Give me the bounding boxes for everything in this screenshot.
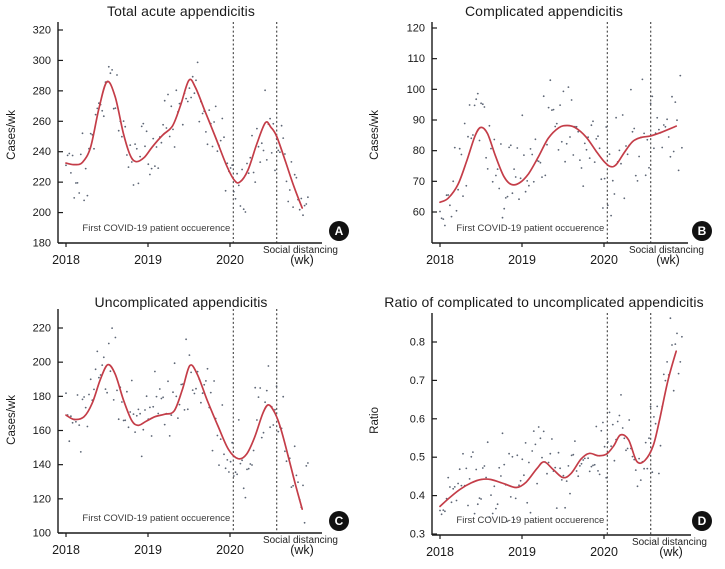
panel-a-title: Total acute appendicitis bbox=[107, 3, 255, 19]
x-tick-label: 2018 bbox=[426, 545, 454, 559]
y-tick-label: 60 bbox=[413, 207, 425, 219]
scatter-points bbox=[65, 327, 309, 524]
scatter-points bbox=[65, 61, 309, 217]
y-tick-label: 140 bbox=[33, 459, 51, 471]
x-tick-label: 2020 bbox=[216, 543, 244, 557]
x-tick-label: 2018 bbox=[426, 253, 454, 267]
panel-c-title: Uncomplicated appendicitis bbox=[94, 294, 268, 310]
x-tick-label: 2020 bbox=[216, 253, 244, 267]
annotation-social-distancing: Social distancing bbox=[632, 537, 707, 548]
y-tick-label: 180 bbox=[33, 238, 51, 250]
x-tick-label: 2019 bbox=[134, 543, 162, 557]
x-axis-unit-label: (wk) bbox=[290, 253, 314, 267]
y-tick-label: 110 bbox=[407, 53, 425, 65]
panel-badge-letter: B bbox=[698, 224, 707, 238]
panel-d-title: Ratio of complicated to uncomplicated ap… bbox=[384, 294, 704, 310]
annotation-first-covid: First COVID-19 patient occuerence bbox=[82, 513, 230, 524]
trend-line bbox=[439, 350, 678, 508]
y-tick-label: 120 bbox=[33, 493, 51, 505]
y-tick-label: 200 bbox=[33, 357, 51, 369]
scatter-points bbox=[439, 317, 683, 523]
panel-uncomplicated-appendicitis: Uncomplicated appendicitis Cases/wk 100 1… bbox=[0, 285, 362, 569]
trend-line bbox=[439, 124, 678, 204]
panel-badge-letter: A bbox=[335, 224, 344, 238]
y-tick-label: 0.4 bbox=[410, 490, 425, 502]
y-tick-label: 320 bbox=[33, 25, 51, 37]
x-axis-unit-label: (wk) bbox=[659, 545, 683, 559]
y-tick-label: 0.7 bbox=[410, 375, 425, 387]
annotation-social-distancing: Social distancing bbox=[263, 245, 338, 256]
panel-badge-letter: C bbox=[335, 514, 344, 528]
y-tick-label: 100 bbox=[33, 528, 51, 540]
panel-b-title: Complicated appendicitis bbox=[464, 3, 624, 19]
y-tick-label: 220 bbox=[33, 177, 51, 189]
panel-total-acute-appendicitis: Total acute appendicitis Cases/wk 180 200… bbox=[0, 0, 362, 284]
panel-ratio-complicated-uncomplicated: Ratio of complicated to uncomplicated ap… bbox=[363, 285, 725, 569]
x-axis-unit-label: (wk) bbox=[290, 543, 314, 557]
panel-badge-circle bbox=[329, 221, 349, 241]
x-tick-label: 2019 bbox=[134, 253, 162, 267]
annotation-first-covid: First COVID-19 patient occuerence bbox=[456, 515, 604, 526]
panel-b-chart: 60 70 80 90 100 110 120 2018 2019 2020 (wk) First C… bbox=[407, 22, 712, 267]
y-tick-label: 200 bbox=[33, 207, 51, 219]
annotation-social-distancing: Social distancing bbox=[629, 245, 704, 256]
y-tick-label: 70 bbox=[413, 176, 425, 188]
y-tick-label: 80 bbox=[413, 145, 425, 157]
panel-complicated-appendicitis: Complicated appendicitis Cases/wk 60 70 80… bbox=[363, 0, 725, 284]
annotation-social-distancing: Social distancing bbox=[263, 535, 338, 546]
y-tick-label: 180 bbox=[33, 391, 51, 403]
panel-d-chart: 0.3 0.4 0.5 0.6 0.7 0.8 2018 2019 2020 (wk) First … bbox=[410, 313, 712, 559]
y-tick-label: 280 bbox=[33, 85, 51, 97]
trend-line bbox=[65, 363, 304, 510]
trend-line bbox=[65, 78, 304, 209]
x-tick-label: 2020 bbox=[590, 545, 618, 559]
x-axis-unit-label: (wk) bbox=[656, 253, 680, 267]
y-tick-label: 160 bbox=[33, 425, 51, 437]
x-tick-label: 2018 bbox=[52, 253, 80, 267]
panel-badge-circle bbox=[329, 511, 349, 531]
panel-badge-circle bbox=[692, 511, 712, 531]
panel-badge-circle bbox=[692, 221, 712, 241]
x-tick-label: 2020 bbox=[590, 253, 618, 267]
y-tick-label: 0.5 bbox=[410, 452, 425, 464]
y-tick-label: 100 bbox=[407, 84, 425, 96]
scatter-points bbox=[439, 74, 683, 227]
panel-a-chart: 180 200 220 240 260 280 300 320 2018 2019 2020 (wk)… bbox=[33, 22, 349, 267]
x-tick-label: 2019 bbox=[508, 253, 536, 267]
y-tick-label: 0.6 bbox=[410, 413, 425, 425]
y-tick-label: 90 bbox=[413, 115, 425, 127]
annotation-first-covid: First COVID-19 patient occuerence bbox=[82, 223, 230, 234]
panel-c-chart: 100 120 140 160 180 200 220 2018 2019 2020 (wk) Fir… bbox=[33, 309, 349, 557]
annotation-first-covid: First COVID-19 patient occuerence bbox=[456, 223, 604, 234]
y-tick-label: 220 bbox=[33, 323, 51, 335]
y-tick-label: 0.8 bbox=[410, 337, 425, 349]
y-tick-label: 240 bbox=[33, 146, 51, 158]
y-tick-label: 260 bbox=[33, 116, 51, 128]
y-tick-label: 0.3 bbox=[410, 529, 425, 541]
panel-badge-letter: D bbox=[698, 514, 707, 528]
x-tick-label: 2018 bbox=[52, 543, 80, 557]
y-tick-label: 120 bbox=[407, 23, 425, 35]
x-tick-label: 2019 bbox=[508, 545, 536, 559]
y-tick-label: 300 bbox=[33, 55, 51, 67]
